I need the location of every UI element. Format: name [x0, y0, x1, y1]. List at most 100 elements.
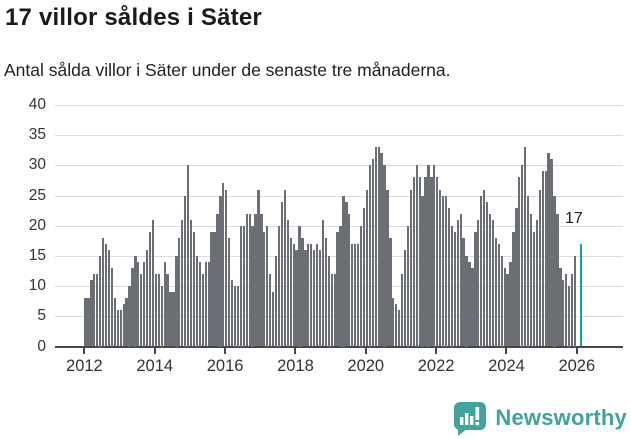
bar: [169, 292, 172, 347]
bar: [110, 268, 114, 347]
x-axis-year-label: 2024: [488, 357, 525, 375]
bar: [260, 213, 263, 347]
bar: [192, 231, 196, 347]
x-axis-tick: [575, 348, 578, 354]
bar: [380, 153, 383, 347]
bar: [254, 213, 257, 347]
x-axis-tick: [505, 348, 508, 354]
y-gridline: [55, 105, 623, 106]
bar: [242, 225, 245, 347]
bar: [521, 165, 524, 347]
y-axis-tick-label: 25: [28, 186, 46, 204]
bar: [154, 274, 158, 347]
bar: [201, 274, 204, 347]
bar: [506, 274, 509, 347]
bar: [289, 237, 292, 347]
x-axis-year-label: 2018: [277, 357, 314, 375]
bar: [283, 189, 286, 347]
bar: [195, 255, 199, 347]
bar: [93, 274, 96, 347]
bar: [286, 219, 289, 347]
bar: [556, 213, 559, 347]
newsworthy-logo[interactable]: Newsworthy: [452, 400, 627, 436]
bar: [354, 243, 357, 347]
bar: [336, 231, 339, 347]
bar: [131, 268, 134, 347]
bar: [389, 237, 392, 347]
bar: [515, 207, 518, 347]
bar: [119, 310, 122, 347]
bar: [228, 237, 231, 347]
bar: [541, 171, 544, 347]
bar: [143, 261, 146, 347]
bar: [280, 201, 284, 347]
bar: [298, 225, 301, 347]
bar: [518, 177, 521, 347]
bar: [474, 231, 477, 347]
y-gridline: [55, 165, 623, 167]
y-gridline: [55, 135, 623, 137]
bar: [313, 249, 316, 347]
x-axis-tick: [435, 348, 438, 354]
bar: [468, 261, 471, 347]
bar: [386, 189, 389, 347]
bar: [509, 261, 512, 347]
bar: [371, 159, 374, 347]
x-axis-year-label: 2026: [558, 357, 596, 375]
y-gridline: [55, 286, 623, 288]
bar: [163, 261, 166, 347]
bar: [160, 286, 163, 347]
x-axis-tick: [294, 348, 297, 354]
bar: [128, 286, 131, 347]
bar: [266, 225, 269, 347]
bar: [101, 237, 105, 347]
bar: [462, 237, 465, 347]
bar: [90, 280, 93, 347]
bar: [529, 213, 533, 347]
bar: [447, 207, 451, 347]
bar: [535, 219, 539, 347]
x-axis-tick: [224, 348, 227, 354]
bar: [175, 255, 178, 347]
bar: [377, 147, 380, 347]
bar: [450, 225, 454, 347]
bar: [568, 286, 571, 347]
bar: [456, 219, 459, 347]
bar: [219, 195, 222, 347]
chart-subtitle: Antal sålda villor i Säter under de sena…: [4, 60, 451, 80]
bar: [433, 165, 436, 347]
bar: [488, 213, 492, 347]
bar: [532, 231, 536, 347]
bar: [104, 243, 108, 347]
bar: [216, 213, 219, 347]
y-axis-tick-label: 5: [37, 307, 46, 325]
bar: [321, 219, 325, 347]
y-axis-tick-label: 10: [28, 277, 46, 295]
bar: [342, 195, 345, 347]
bar: [315, 243, 319, 347]
y-axis-tick-label: 40: [28, 96, 46, 113]
bar: [96, 274, 99, 347]
bar: [403, 249, 407, 347]
x-axis-year-label: 2022: [417, 357, 455, 375]
bar: [356, 243, 360, 347]
bar: [292, 243, 295, 347]
bar: [236, 286, 240, 347]
bar: [274, 255, 278, 347]
bar: [339, 225, 342, 347]
bar: [359, 225, 363, 347]
bar: [471, 268, 474, 347]
y-axis-tick-label: 0: [37, 337, 46, 355]
bar: [245, 213, 248, 347]
y-gridline: [55, 316, 623, 318]
bar: [436, 177, 439, 347]
page-title: 17 villor såldes i Säter: [5, 4, 262, 31]
bar: [368, 165, 371, 347]
bar: [230, 280, 234, 347]
bar: [427, 165, 430, 347]
bar: [148, 231, 152, 347]
bar: [140, 274, 143, 347]
bar: [345, 201, 348, 347]
newsworthy-brand-text: Newsworthy: [495, 405, 627, 430]
bar: [573, 255, 577, 347]
